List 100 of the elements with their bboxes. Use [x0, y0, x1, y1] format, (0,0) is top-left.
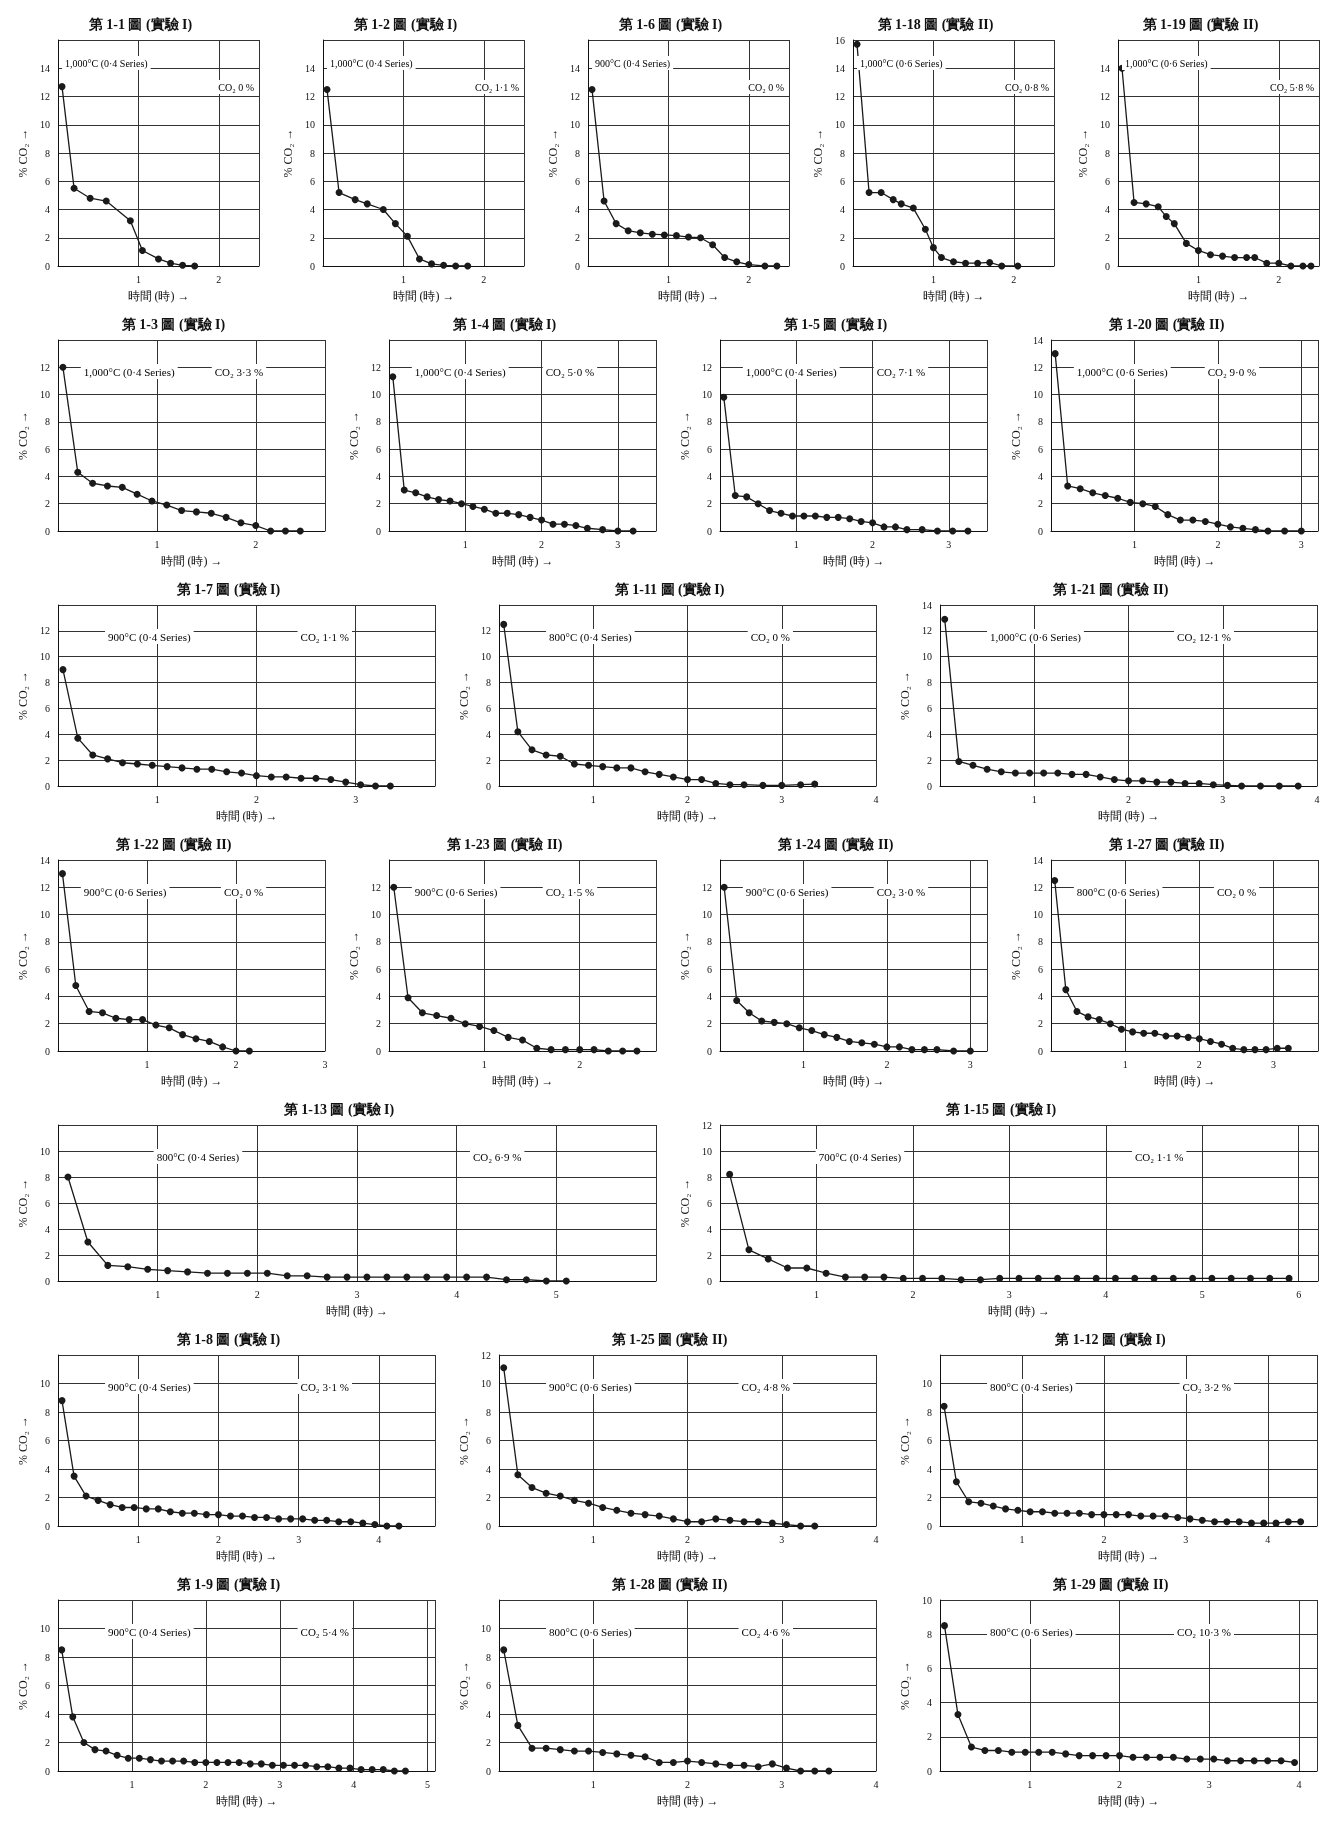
y-tick-label: 8: [707, 1171, 712, 1183]
annotation: 1,000°C (0·4 Series): [65, 57, 148, 70]
y-tick-label: 10: [481, 651, 491, 663]
chart-title: 第 1-3 圖 (實驗 I): [120, 316, 226, 333]
y-tick-label: 12: [1100, 91, 1110, 102]
y-axis-title: % CO₂ →: [678, 1178, 693, 1228]
y-tick-label: 10: [922, 1594, 932, 1606]
x-tick-label: 2: [685, 1533, 690, 1545]
x-tick-label: 1: [590, 1533, 596, 1545]
y-tick-label: 4: [45, 1223, 50, 1235]
y-axis-title: % CO₂ →: [811, 128, 826, 178]
y-tick-label: 12: [835, 91, 845, 102]
x-tick-label: 1: [1027, 1778, 1033, 1790]
annotation: CO₂ 3·1 %: [300, 1380, 349, 1393]
annotation: CO₂ 1·1 %: [474, 81, 520, 93]
y-tick-label: 0: [486, 1765, 491, 1777]
y-tick-label: 12: [481, 625, 491, 637]
y-tick-label: 14: [1033, 854, 1043, 866]
annotation: 800°C (0·4 Series): [156, 1150, 240, 1164]
y-tick-label: 6: [310, 175, 315, 187]
y-tick-label: 4: [486, 1708, 491, 1720]
annotation: CO₂ 3·2 %: [1182, 1380, 1231, 1393]
y-axis-title: % CO₂ →: [16, 1178, 31, 1228]
y-axis-title: % CO₂ →: [347, 411, 362, 460]
y-tick-label: 4: [45, 1708, 50, 1720]
x-tick-label: 2: [539, 538, 545, 550]
annotation: CO₂ 0 %: [218, 81, 255, 93]
x-tick-label: 2: [253, 793, 259, 805]
y-tick-label: 4: [486, 728, 491, 740]
y-tick-label: 8: [486, 1651, 491, 1663]
y-tick-label: 12: [1033, 361, 1043, 373]
x-tick-label: 4: [1265, 1533, 1271, 1545]
annotation: CO₂ 10·3 %: [1177, 1625, 1231, 1638]
annotation: CO₂ 1·1 %: [300, 630, 349, 643]
x-tick-label: 3: [1220, 793, 1226, 805]
x-axis-title: 時間 (時) →: [1153, 554, 1216, 568]
x-tick-label: 2: [1126, 793, 1131, 805]
y-tick-label: 6: [45, 1435, 50, 1446]
y-tick-label: 6: [927, 702, 932, 714]
y-tick-label: 12: [570, 91, 580, 102]
x-tick-label: 3: [946, 538, 952, 550]
y-tick-label: 4: [45, 470, 50, 482]
y-tick-label: 2: [45, 1492, 50, 1503]
y-tick-label: 12: [40, 881, 50, 893]
y-tick-label: 2: [707, 1018, 712, 1030]
annotation: CO₂ 3·0 %: [876, 885, 926, 898]
y-tick-label: 8: [45, 1651, 50, 1663]
y-tick-label: 4: [927, 728, 932, 740]
y-tick-label: 8: [927, 1406, 932, 1418]
annotation: 800°C (0·6 Series): [1076, 885, 1160, 899]
chart-title: 第 1-9 圖 (實驗 I): [175, 1576, 281, 1593]
y-tick-label: 10: [570, 119, 580, 131]
x-tick-label: 4: [1314, 793, 1320, 805]
chart-title: 第 1-19 圖 (實驗 II): [1141, 16, 1259, 33]
y-tick-label: 0: [486, 1520, 491, 1532]
y-tick-label: 0: [575, 260, 580, 272]
x-tick-label: 3: [353, 793, 359, 805]
y-tick-label: 0: [45, 1520, 50, 1532]
annotation: CO₂ 6·9 %: [472, 1150, 522, 1163]
y-tick-label: 4: [310, 204, 315, 215]
x-tick-label: 1: [813, 1288, 819, 1300]
y-tick-label: 4: [45, 204, 50, 215]
y-tick-label: 16: [835, 34, 845, 46]
x-tick-label: 1: [1122, 1058, 1128, 1070]
y-tick-label: 4: [1038, 470, 1043, 482]
y-axis-title: % CO₂ →: [898, 1416, 913, 1465]
annotation: 800°C (0·6 Series): [990, 1625, 1073, 1639]
y-tick-label: 6: [1038, 443, 1043, 455]
annotation: 1,000°C (0·6 Series): [990, 630, 1082, 644]
chart-title: 第 1-28 圖 (實驗 II): [610, 1576, 728, 1593]
y-tick-label: 2: [45, 1018, 50, 1030]
y-tick-label: 6: [1038, 963, 1043, 975]
x-tick-label: 4: [873, 793, 879, 805]
y-tick-label: 10: [922, 1378, 932, 1389]
annotation: 1,000°C (0·4 Series): [83, 365, 176, 379]
y-tick-label: 8: [1038, 936, 1043, 948]
x-tick-label: 2: [1215, 538, 1221, 550]
chart-title: 第 1-24 圖 (實驗 II): [776, 836, 894, 853]
chart-title: 第 1-21 圖 (實驗 II): [1051, 581, 1169, 598]
y-tick-label: 4: [840, 204, 845, 215]
y-tick-label: 10: [40, 1145, 50, 1157]
y-tick-label: 10: [40, 389, 50, 401]
y-tick-label: 10: [40, 119, 50, 131]
y-tick-label: 10: [1033, 389, 1043, 401]
annotation: CO₂ 12·1 %: [1177, 630, 1231, 643]
y-tick-label: 4: [376, 470, 381, 482]
y-axis-title: % CO₂ →: [16, 128, 31, 178]
x-axis-title: 時間 (時) →: [656, 1549, 719, 1563]
x-tick-label: 4: [873, 1778, 879, 1790]
annotation: 1,000°C (0·4 Series): [414, 365, 507, 379]
y-tick-label: 6: [927, 1435, 932, 1446]
x-tick-label: 2: [253, 538, 259, 550]
y-tick-label: 6: [45, 443, 50, 455]
x-tick-label: 2: [203, 1778, 209, 1790]
y-tick-label: 12: [1033, 881, 1043, 893]
annotation: CO₂ 5·8 %: [1269, 81, 1315, 93]
y-tick-label: 0: [927, 1520, 932, 1532]
annotation: CO₂ 5·0 %: [545, 365, 595, 378]
y-axis-title: % CO₂ →: [457, 1416, 472, 1465]
y-axis-title: % CO₂ →: [16, 671, 31, 720]
